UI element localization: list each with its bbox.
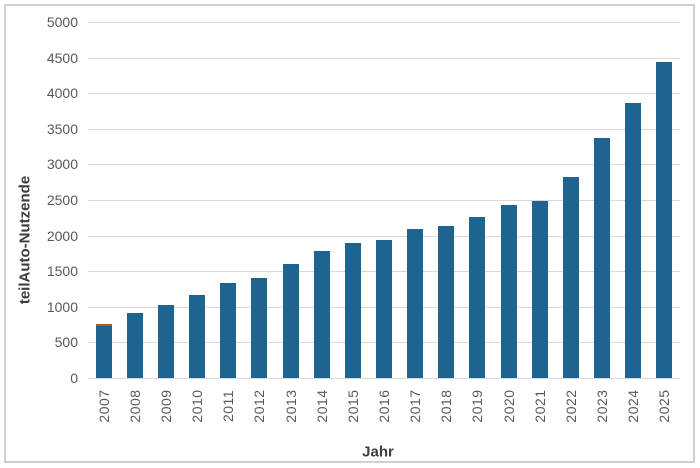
x-axis-title: Jahr — [362, 443, 394, 461]
bar-2022 — [563, 177, 579, 378]
bar-2019 — [469, 217, 485, 378]
bar-2009 — [158, 305, 174, 378]
y-tick-label-0: 0 — [70, 370, 78, 386]
bar-2015 — [345, 243, 361, 378]
x-tick-label-2018: 2018 — [438, 389, 454, 423]
x-tick-label-2020: 2020 — [501, 389, 517, 423]
x-tick-label-2019: 2019 — [469, 389, 485, 423]
bar-2012 — [251, 278, 267, 378]
y-tick-label-1000: 1000 — [46, 299, 78, 315]
x-tick-label-2009: 2009 — [158, 389, 174, 423]
y-tick-label-2000: 2000 — [46, 228, 78, 244]
y-tick-label-4500: 4500 — [46, 50, 78, 66]
x-tick-label-2022: 2022 — [563, 389, 579, 423]
bar-2023 — [594, 138, 610, 378]
bar-2011 — [220, 283, 236, 378]
gridline-4000 — [88, 93, 680, 94]
bar-2021 — [532, 201, 548, 378]
x-tick-label-2025: 2025 — [656, 389, 672, 423]
gridline-3000 — [88, 164, 680, 165]
bar-2020 — [501, 205, 517, 378]
x-tick-label-2024: 2024 — [625, 389, 641, 423]
y-tick-label-5000: 5000 — [46, 14, 78, 30]
x-tick-label-2017: 2017 — [407, 389, 423, 423]
y-tick-label-500: 500 — [54, 334, 78, 350]
bar-2025 — [656, 62, 672, 378]
x-tick-label-2012: 2012 — [251, 389, 267, 423]
gridline-2500 — [88, 200, 680, 201]
bar-2017 — [407, 229, 423, 378]
bar-2008 — [127, 313, 143, 378]
bar-2024 — [625, 103, 641, 378]
y-tick-label-3000: 3000 — [46, 156, 78, 172]
bar-2014 — [314, 251, 330, 378]
bar-2007 — [96, 324, 112, 378]
x-tick-label-2014: 2014 — [314, 389, 330, 423]
x-tick-label-2010: 2010 — [189, 389, 205, 423]
gridline-4500 — [88, 58, 680, 59]
gridline-0 — [88, 378, 680, 379]
y-axis-title: teilAuto-Nutzende — [16, 175, 34, 305]
x-tick-label-2023: 2023 — [594, 389, 610, 423]
y-tick-label-2500: 2500 — [46, 192, 78, 208]
gridline-3500 — [88, 129, 680, 130]
bar-2013 — [283, 264, 299, 378]
bar-2018 — [438, 226, 454, 378]
gridline-2000 — [88, 236, 680, 237]
bar-2016 — [376, 240, 392, 378]
x-tick-label-2011: 2011 — [220, 389, 236, 423]
x-tick-label-2021: 2021 — [532, 389, 548, 423]
bar-2010 — [189, 295, 205, 378]
x-tick-label-2016: 2016 — [376, 389, 392, 423]
x-tick-label-2015: 2015 — [345, 389, 361, 423]
y-tick-label-1500: 1500 — [46, 263, 78, 279]
x-tick-label-2013: 2013 — [283, 389, 299, 423]
y-tick-label-3500: 3500 — [46, 121, 78, 137]
y-tick-label-4000: 4000 — [46, 85, 78, 101]
gridline-5000 — [88, 22, 680, 23]
x-tick-label-2008: 2008 — [127, 389, 143, 423]
x-tick-label-2007: 2007 — [96, 389, 112, 423]
